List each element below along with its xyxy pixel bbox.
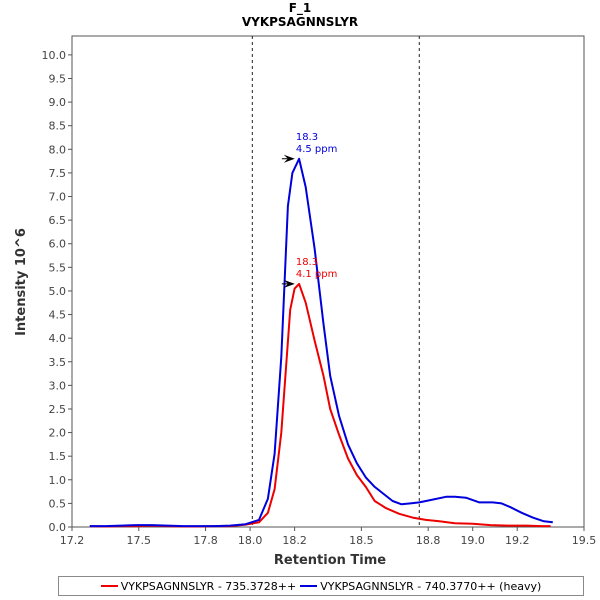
y-tick-label: 0.0 (49, 521, 67, 534)
chart-subtitle: VYKPSAGNNSLYR (242, 15, 358, 29)
peak-arrow-light (283, 279, 295, 288)
y-tick-label: 4.0 (49, 332, 67, 345)
y-tick-label: 5.5 (49, 261, 67, 274)
peak-rt-label: 18.3 (296, 132, 318, 143)
y-tick-label: 9.0 (49, 96, 67, 109)
y-tick-label: 1.0 (49, 474, 67, 487)
x-axis-label: Retention Time (274, 553, 386, 568)
peak-ppm-label: 4.5 ppm (296, 144, 338, 155)
x-tick-label: 17.2 (60, 534, 85, 547)
plot-frame (71, 35, 585, 528)
legend-item-light: VYKPSAGNNSLYR - 735.3728++ (100, 579, 297, 593)
y-tick-label: 2.5 (49, 403, 67, 416)
y-tick-label: 2.0 (49, 427, 67, 440)
x-tick-label: 19.5 (572, 534, 597, 547)
y-tick-label: 1.5 (49, 450, 67, 463)
y-axis-label: Intensity 10^6 (14, 228, 29, 336)
x-tick-label: 19.0 (460, 534, 485, 547)
y-tick-label: 5.0 (49, 285, 67, 298)
peak-rt-label: 18.3 (296, 257, 318, 268)
legend-label-light: VYKPSAGNNSLYR - 735.3728++ (120, 579, 297, 593)
y-tick-label: 6.0 (49, 238, 67, 251)
legend-swatch-light (100, 585, 118, 587)
x-tick-label: 18.2 (282, 534, 307, 547)
legend-item-heavy: VYKPSAGNNSLYR - 740.3770++ (heavy) (300, 580, 541, 593)
y-tick-label: 4.5 (49, 309, 67, 322)
y-tick-label: 3.5 (49, 356, 67, 369)
y-tick-label: 3.0 (49, 379, 67, 392)
x-tick-label: 17.8 (193, 534, 218, 547)
x-tick-label: 19.2 (505, 534, 530, 547)
y-tick-label: 7.5 (49, 167, 67, 180)
y-tick-label: 8.5 (49, 120, 67, 133)
y-tick-label: 7.0 (49, 191, 67, 204)
peak-ppm-label: 4.1 ppm (296, 269, 338, 280)
legend-swatch-heavy (300, 585, 318, 587)
chromatogram-chart: F_1 VYKPSAGNNSLYR 0.0 0.5 1.0 1.5 2.0 2.5 3.0 3… (14, 1, 597, 568)
plot-area: 0.0 0.5 1.0 1.5 2.0 2.5 3.0 3.5 4.0 4.5 5.0 5.5 6.0 6… (42, 35, 597, 547)
series-line-heavy (89, 157, 553, 528)
y-tick-label: 0.5 (49, 497, 67, 510)
x-tick-label: 18.0 (238, 534, 263, 547)
x-tick-label: 18.5 (349, 534, 374, 547)
x-tick-label: 18.8 (416, 534, 441, 547)
chart-legend: VYKPSAGNNSLYR - 735.3728++ VYKPSAGNNSLYR… (58, 576, 584, 596)
chart-title: F_1 (289, 1, 312, 16)
legend-label-heavy: VYKPSAGNNSLYR - 740.3770++ (heavy) (320, 579, 542, 593)
y-tick-label: 8.0 (49, 143, 67, 156)
y-tick-label: 9.5 (49, 72, 67, 85)
x-tick-label: 17.5 (127, 534, 152, 547)
peak-arrow-heavy (283, 154, 295, 163)
y-tick-label: 10.0 (42, 49, 67, 62)
y-tick-label: 6.5 (49, 214, 67, 227)
